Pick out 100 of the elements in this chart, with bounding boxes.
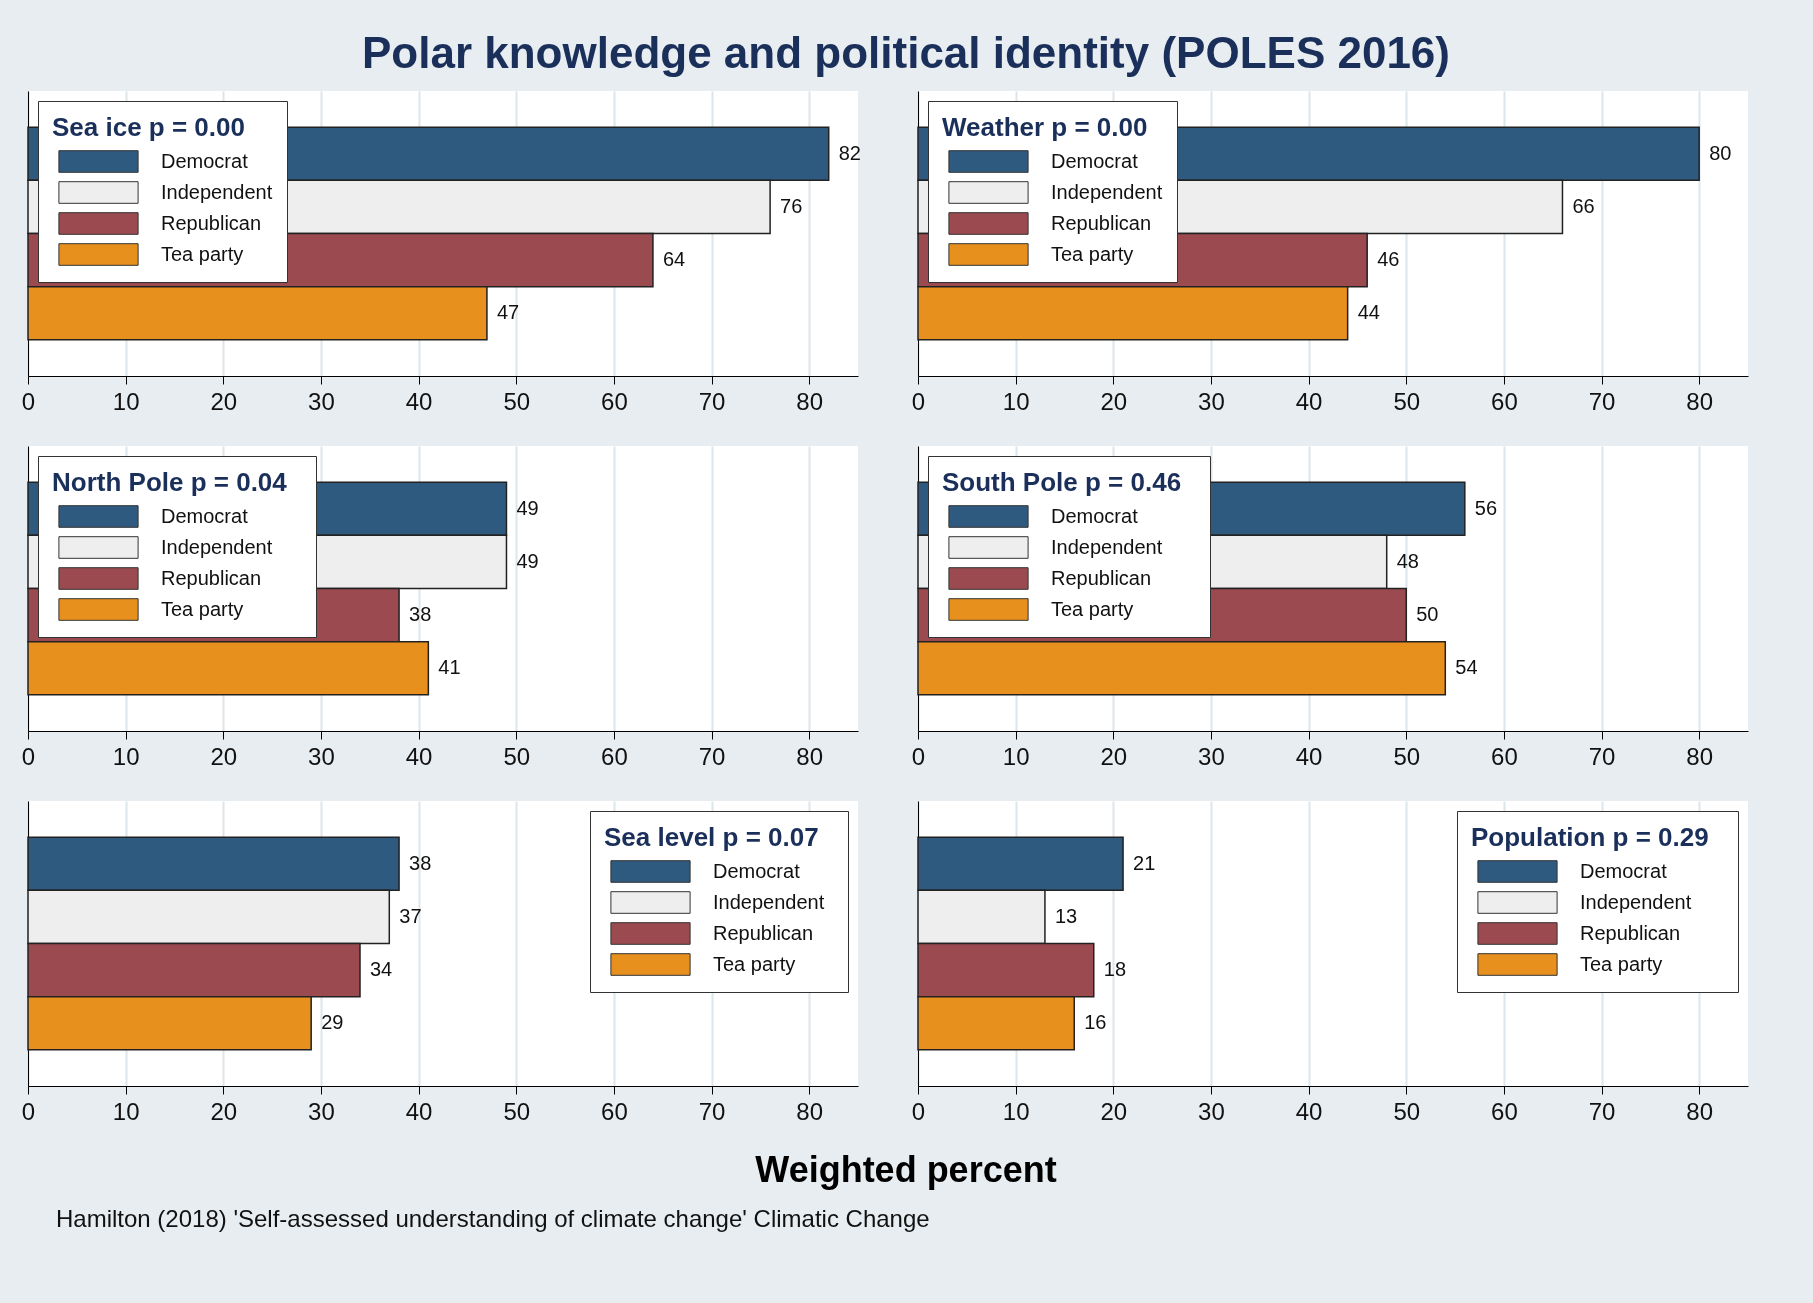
legend-label: Independent — [1051, 180, 1163, 203]
legend-label: Democrat — [1051, 504, 1139, 527]
data-label: 46 — [1377, 248, 1400, 271]
data-label: 38 — [409, 851, 432, 874]
data-label: 37 — [399, 904, 422, 927]
x-tick-label: 30 — [1198, 742, 1225, 770]
x-tick-label: 60 — [1491, 1097, 1518, 1125]
x-tick-label: 50 — [503, 387, 531, 415]
x-tick-label: 50 — [1393, 742, 1421, 770]
x-tick-label: 80 — [1686, 1097, 1714, 1125]
data-label: 50 — [1416, 603, 1439, 626]
x-tick-label: 60 — [1491, 387, 1518, 415]
data-label: 18 — [1103, 958, 1127, 981]
legend-label: Tea party — [713, 952, 796, 975]
legend-label: Democrat — [1580, 859, 1668, 882]
data-label: 49 — [516, 496, 539, 519]
chart-title: Polar knowledge and political identity (POLES 2016) — [361, 28, 1451, 78]
legend-label: Democrat — [161, 149, 249, 172]
x-tick-label: 60 — [1491, 742, 1518, 770]
x-tick-label: 0 — [911, 1097, 926, 1125]
legend-label: Tea party — [161, 597, 244, 620]
x-tick-label: 70 — [1588, 387, 1616, 415]
x-tick-label: 0 — [911, 387, 926, 415]
data-label: 41 — [438, 656, 461, 679]
x-tick-label: 50 — [1393, 1097, 1421, 1125]
x-tick-label: 0 — [21, 387, 36, 415]
legend-title: Population p = 0.29 — [1471, 822, 1709, 852]
x-tick-label: 10 — [1002, 742, 1030, 770]
legend-label: Democrat — [713, 859, 801, 882]
legend-title: North Pole p = 0.04 — [52, 467, 288, 497]
x-tick-label: 40 — [405, 1097, 433, 1125]
legend-label: Independent — [161, 180, 273, 203]
data-label: 48 — [1396, 549, 1419, 572]
legend-label: Republican — [713, 921, 814, 944]
legend-label: Tea party — [1051, 597, 1134, 620]
x-tick-label: 10 — [112, 742, 140, 770]
x-tick-label: 20 — [1100, 387, 1128, 415]
x-tick-label: 0 — [21, 1097, 36, 1125]
x-tick-label: 80 — [796, 742, 824, 770]
x-tick-label: 50 — [503, 742, 531, 770]
legend-title: Weather p = 0.00 — [942, 112, 1148, 142]
x-tick-label: 60 — [601, 387, 628, 415]
x-axis-title: Weighted percent — [754, 1149, 1058, 1191]
x-tick-label: 10 — [1002, 1097, 1030, 1125]
x-tick-label: 80 — [1686, 387, 1714, 415]
x-tick-label: 80 — [796, 1097, 824, 1125]
x-tick-label: 30 — [1198, 1097, 1225, 1125]
data-label: 66 — [1572, 194, 1595, 217]
legend-label: Republican — [1580, 921, 1681, 944]
data-label: 29 — [321, 1011, 344, 1034]
x-tick-label: 60 — [601, 742, 628, 770]
data-label: 56 — [1474, 496, 1498, 519]
x-tick-label: 30 — [308, 1097, 335, 1125]
data-label: 16 — [1084, 1011, 1107, 1034]
x-tick-label: 10 — [1002, 387, 1030, 415]
x-tick-label: 40 — [1295, 1097, 1323, 1125]
legend-label: Tea party — [1051, 242, 1134, 265]
x-tick-label: 20 — [210, 742, 238, 770]
legend-label: Republican — [161, 566, 262, 589]
x-tick-label: 50 — [503, 1097, 531, 1125]
x-tick-label: 40 — [405, 387, 433, 415]
x-tick-label: 40 — [1295, 387, 1323, 415]
x-tick-label: 80 — [1686, 742, 1714, 770]
x-tick-label: 40 — [1295, 742, 1323, 770]
data-label: 54 — [1455, 656, 1478, 679]
legend-label: Independent — [713, 890, 825, 913]
x-tick-label: 70 — [698, 1097, 726, 1125]
data-label: 13 — [1054, 904, 1078, 927]
legend-label: Democrat — [161, 504, 249, 527]
data-label: 44 — [1357, 301, 1380, 324]
data-label: 47 — [496, 301, 520, 324]
legend-label: Republican — [1051, 566, 1152, 589]
data-label: 49 — [516, 549, 539, 572]
legend-label: Independent — [161, 535, 273, 558]
legend-title: South Pole p = 0.46 — [942, 467, 1182, 497]
legend-title: Sea level p = 0.07 — [604, 822, 819, 852]
x-tick-label: 20 — [210, 1097, 238, 1125]
x-tick-label: 20 — [1100, 1097, 1128, 1125]
x-tick-label: 60 — [601, 1097, 628, 1125]
data-label: 76 — [780, 194, 803, 217]
x-tick-label: 30 — [1198, 387, 1225, 415]
x-tick-label: 30 — [308, 742, 335, 770]
legend-label: Tea party — [161, 242, 244, 265]
legend-label: Democrat — [1051, 149, 1139, 172]
legend-label: Independent — [1580, 890, 1692, 913]
data-label: 38 — [409, 603, 432, 626]
x-tick-label: 70 — [1588, 742, 1616, 770]
x-tick-label: 0 — [21, 742, 36, 770]
x-tick-label: 20 — [1100, 742, 1128, 770]
data-label: 21 — [1133, 851, 1156, 874]
x-tick-label: 70 — [1588, 1097, 1616, 1125]
legend-label: Independent — [1051, 535, 1163, 558]
legend-label: Republican — [161, 211, 262, 234]
data-label: 80 — [1709, 141, 1732, 164]
data-label: 34 — [370, 958, 393, 981]
x-tick-label: 80 — [796, 387, 824, 415]
x-tick-label: 40 — [405, 742, 433, 770]
x-tick-label: 70 — [698, 742, 726, 770]
data-label: 82 — [838, 141, 861, 164]
text: Hamilton (2018) 'Self-assessed understanding of climate change' Climatic Change — [56, 1205, 931, 1233]
